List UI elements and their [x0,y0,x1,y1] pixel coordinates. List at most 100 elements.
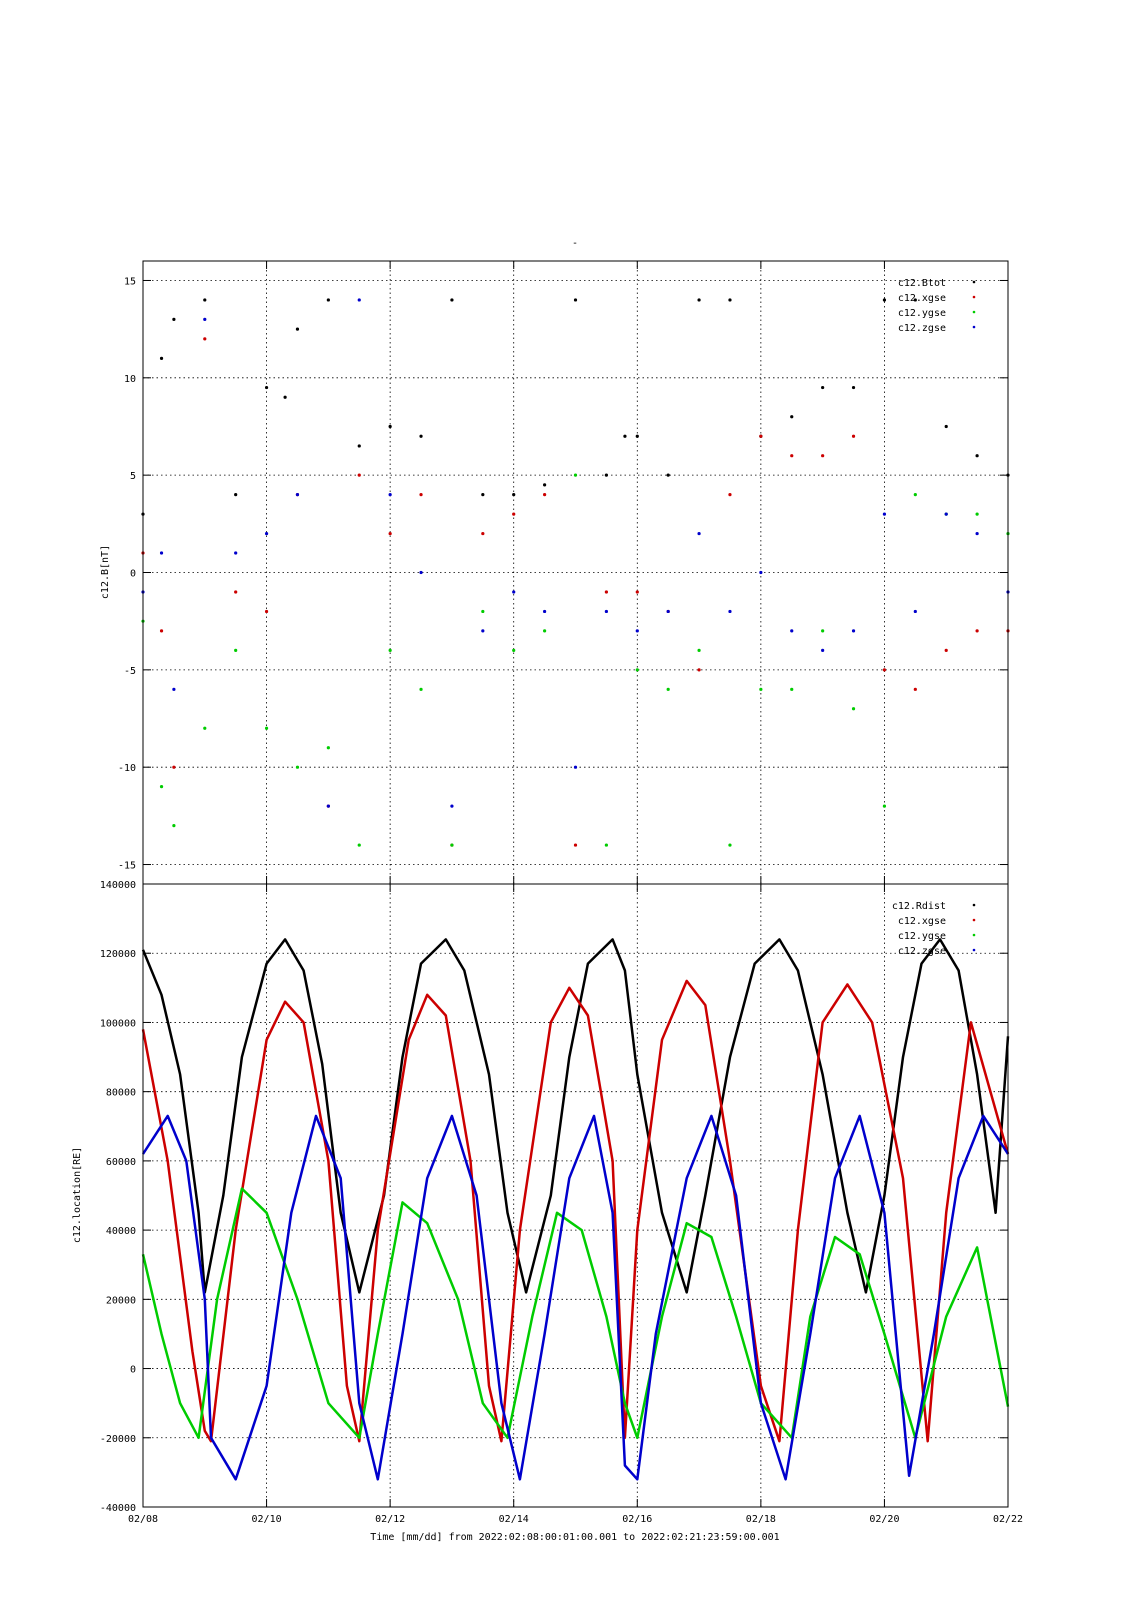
y-tick-label: -10 [118,763,136,774]
data-point-c12-btot [203,298,207,302]
data-point-c12-ygse [635,668,639,672]
data-point-c12-zgse [388,493,392,497]
x-tick-label: 02/18 [746,1514,776,1525]
series-line-c12-ygse [141,1187,1010,1440]
legend-marker [972,295,976,299]
data-point-c12-zgse [821,648,825,652]
data-point-c12-xgse [481,531,485,536]
y-tick-label: 140000 [100,880,136,891]
x-tick-label: 02/16 [622,1514,652,1525]
legend-label: c12.xgse [898,916,946,927]
data-point-c12-zgse [543,609,547,614]
magnetic-field-legend: c12.Btot c12.xgse c12.ygse c12.zgse [898,278,976,334]
data-point-c12-xgse [851,434,856,438]
data-point-c12-ygse [573,473,578,477]
legend-label: c12.Btot [898,278,946,289]
data-point-c12-xgse [821,454,825,458]
y-tick-label: -40000 [100,1503,136,1514]
magnetic-field-grid [143,261,1008,884]
location-frame [142,883,1009,1508]
magnetic-field-panel: -15 -10 -5 0 5 10 15 c12.B[nT] c12.Btot c12.xgs… [100,260,1010,885]
y-tick-label: -20000 [100,1434,136,1445]
data-point-c12-xgse [697,668,701,672]
data-point-c12-btot [172,317,176,322]
data-point-c12-zgse [172,687,176,691]
data-point-c12-ygse [159,785,164,789]
legend-label: c12.zgse [898,323,946,334]
data-point-c12-xgse [728,493,732,497]
data-point-c12-ygse [543,629,547,633]
data-point-c12-ygse [172,823,176,828]
data-point-c12-zgse [913,609,917,614]
y-tick-label: 80000 [106,1088,136,1099]
data-point-c12-zgse [975,531,979,536]
data-point-c12-zgse [728,609,732,614]
location-y-axis-label: c12.location[RE] [72,1147,83,1243]
series-line-c12-xgse [141,979,1010,1443]
y-tick-label: 20000 [106,1295,136,1306]
data-point-c12-zgse [326,804,330,808]
data-point-c12-btot [790,415,794,419]
series-line-c12-zgse [141,1114,1010,1481]
data-point-c12-btot [882,298,887,302]
time-axis-label: Time [mm/dd] from 2022:02:08:00:01:00.00… [370,1532,779,1543]
page-title: - [572,238,578,249]
data-point-c12-zgse [419,570,423,575]
data-point-c12-btot [604,473,608,477]
data-point-c12-btot [450,298,454,302]
data-point-c12-btot [388,424,392,429]
data-point-c12-ygse [234,648,238,652]
y-tick-label: 40000 [106,1226,136,1237]
y-tick-label: 0 [130,1365,136,1376]
data-point-c12-zgse [450,804,454,808]
data-point-c12-btot [512,493,516,497]
data-point-c12-ygse [295,765,300,769]
magnetic-field-y-axis-label: c12.B[nT] [100,545,111,599]
data-point-c12-btot [481,493,485,497]
data-point-c12-zgse [295,493,300,497]
legend-label: c12.ygse [898,931,946,942]
y-tick-label: 120000 [100,949,136,960]
legend-marker [972,903,976,907]
data-point-c12-ygse [203,726,207,730]
y-tick-label: -15 [118,861,136,872]
data-point-c12-zgse [481,629,485,633]
data-point-c12-ygse [357,843,361,847]
data-point-c12-zgse [264,531,269,536]
x-tick-label: 02/22 [993,1514,1023,1525]
data-point-c12-btot [666,473,670,477]
location-series [141,938,1010,1481]
data-point-c12-zgse [635,629,639,633]
location-legend: c12.Rdist c12.xgse c12.ygse c12.zgse [892,901,976,957]
legend-marker [972,325,976,329]
data-point-c12-ygse [388,648,392,652]
data-point-c12-zgse [234,551,238,555]
y-tick-label: 5 [130,471,136,482]
y-tick-label: 0 [130,569,136,580]
series-line-c12-rdist [141,938,1010,1294]
data-point-c12-ygse [326,746,330,750]
location-grid [143,884,1008,1507]
data-point-c12-ygse [697,648,701,652]
data-point-c12-xgse [604,590,608,594]
legend-marker [972,948,976,952]
data-point-c12-xgse [234,590,238,594]
data-point-c12-ygse [728,843,732,847]
data-point-c12-xgse [512,512,516,516]
data-point-c12-ygse [604,843,608,847]
data-point-c12-xgse [203,337,207,341]
data-point-c12-xgse [172,765,176,769]
data-point-c12-xgse [573,843,578,847]
data-point-c12-btot [635,434,639,438]
data-point-c12-ygse [264,726,269,730]
time-axis: 02/08 02/10 02/12 02/14 02/16 02/18 02/20 02/22 [128,261,1023,1525]
legend-label: c12.ygse [898,308,946,319]
data-point-c12-btot [264,385,269,390]
legend-label: c12.xgse [898,293,946,304]
data-point-c12-zgse [604,609,608,614]
data-point-c12-zgse [697,531,701,536]
data-point-c12-ygse [512,648,516,652]
legend-marker [972,933,976,937]
data-point-c12-zgse [790,629,794,633]
data-point-c12-btot [851,385,856,390]
